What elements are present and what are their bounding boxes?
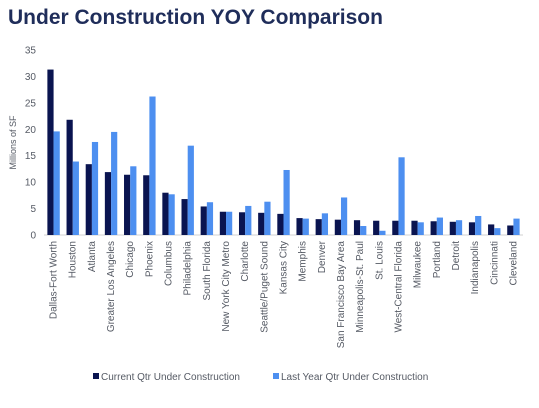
bar-current	[66, 119, 73, 235]
bar-last-year	[417, 222, 424, 235]
category-label: San Francisco Bay Area	[336, 241, 347, 349]
bar-last-year	[360, 226, 367, 235]
bar-last-year	[226, 211, 233, 235]
legend-label-last-year: Last Year Qtr Under Construction	[281, 372, 428, 383]
category-label: Phoenix	[144, 241, 155, 277]
category-label: Cincinnati	[489, 241, 500, 285]
y-tick-label: 35	[25, 46, 37, 57]
y-tick-label: 30	[25, 72, 37, 83]
category-label: Houston	[68, 241, 79, 278]
category-label: Atlanta	[87, 241, 98, 273]
category-label: Philadelphia	[183, 241, 194, 296]
bar-current	[162, 192, 169, 235]
bar-last-year	[91, 141, 99, 235]
category-label: Memphis	[298, 241, 309, 282]
y-tick-label: 20	[25, 125, 37, 136]
bar-last-year	[321, 213, 329, 235]
bar-current	[258, 212, 265, 235]
legend-swatch-current	[93, 373, 99, 379]
category-label: Dallas-Fort Worth	[49, 241, 60, 319]
y-tick-label: 15	[25, 151, 37, 162]
bar-current	[104, 172, 112, 235]
category-label: Cleveland	[508, 241, 519, 285]
bar-last-year	[206, 202, 214, 235]
bar-current	[488, 224, 495, 235]
bar-last-year	[455, 220, 463, 235]
bar-current	[315, 219, 322, 235]
bar-current	[449, 221, 456, 235]
y-tick-labels: 0 5 10 15 20 25 30 35	[25, 46, 37, 242]
bar-last-year	[130, 166, 137, 235]
bar-last-year	[398, 157, 405, 235]
legend-label-current: Current Qtr Under Construction	[101, 372, 240, 383]
legend-swatch-last-year	[273, 373, 279, 379]
category-label: St. Louis	[374, 241, 385, 280]
bar-current	[143, 175, 150, 235]
bar-last-year	[494, 228, 501, 235]
y-axis-label: Millions of SF	[8, 115, 18, 170]
bar-current	[430, 221, 437, 235]
bar-last-year	[436, 217, 443, 235]
bar-last-year	[340, 197, 348, 235]
bar-last-year	[475, 215, 482, 235]
bar-current	[373, 220, 380, 235]
category-label: South Florida	[202, 241, 213, 301]
legend: Current Qtr Under Construction Last Year…	[93, 372, 428, 383]
category-label: Kansas City	[279, 241, 290, 294]
bar-current	[334, 219, 341, 235]
bar-current	[277, 213, 284, 235]
category-label: Chicago	[125, 241, 136, 278]
category-label: Portland	[432, 241, 443, 278]
bar-current	[296, 218, 303, 235]
bar-current	[238, 212, 246, 235]
bar-last-year	[264, 201, 271, 235]
bar-current	[200, 206, 207, 235]
bar-last-year	[379, 230, 386, 235]
bar-current	[411, 220, 418, 235]
bar-last-year	[149, 96, 156, 235]
bar-current	[181, 199, 188, 235]
category-label: Denver	[317, 240, 328, 273]
y-tick-label: 5	[30, 204, 36, 215]
bar-last-year	[111, 131, 118, 235]
category-label: Columbus	[164, 241, 175, 286]
bar-current	[124, 174, 131, 235]
bar-last-year	[168, 194, 175, 235]
category-label: New York City Metro	[221, 241, 232, 332]
bar-last-year	[187, 145, 194, 235]
category-label: West-Central Florida	[393, 241, 404, 333]
category-labels: Dallas-Fort Worth Houston Atlanta Greater L…	[49, 240, 520, 348]
bar-current	[507, 225, 514, 235]
bar-last-year	[72, 161, 79, 235]
bar-current	[392, 220, 399, 235]
bar-current	[47, 69, 54, 235]
y-tick-label: 25	[25, 98, 37, 109]
category-label: Charlotte	[240, 241, 251, 282]
bar-last-year	[53, 131, 60, 235]
category-label: Seattle/Puget Sound	[259, 241, 270, 333]
bar-last-year	[302, 218, 309, 235]
category-label: Detroit	[451, 241, 462, 271]
bar-current	[468, 222, 476, 235]
chart-title: Under Construction YOY Comparison	[8, 6, 383, 29]
y-tick-label: 0	[30, 231, 36, 242]
bar-current	[85, 164, 92, 235]
category-label: Greater Los Angeles	[106, 241, 117, 332]
bar-last-year	[283, 169, 290, 235]
category-label: Milwaukee	[413, 241, 424, 289]
bars	[47, 69, 520, 235]
bar-current	[219, 211, 227, 235]
category-label: Minneapolis-St. Paul	[355, 241, 366, 333]
bar-last-year	[245, 205, 252, 235]
bar-last-year	[513, 218, 520, 235]
y-tick-label: 10	[25, 178, 37, 189]
category-label: Indianapolis	[470, 241, 481, 294]
bar-current	[353, 220, 361, 235]
